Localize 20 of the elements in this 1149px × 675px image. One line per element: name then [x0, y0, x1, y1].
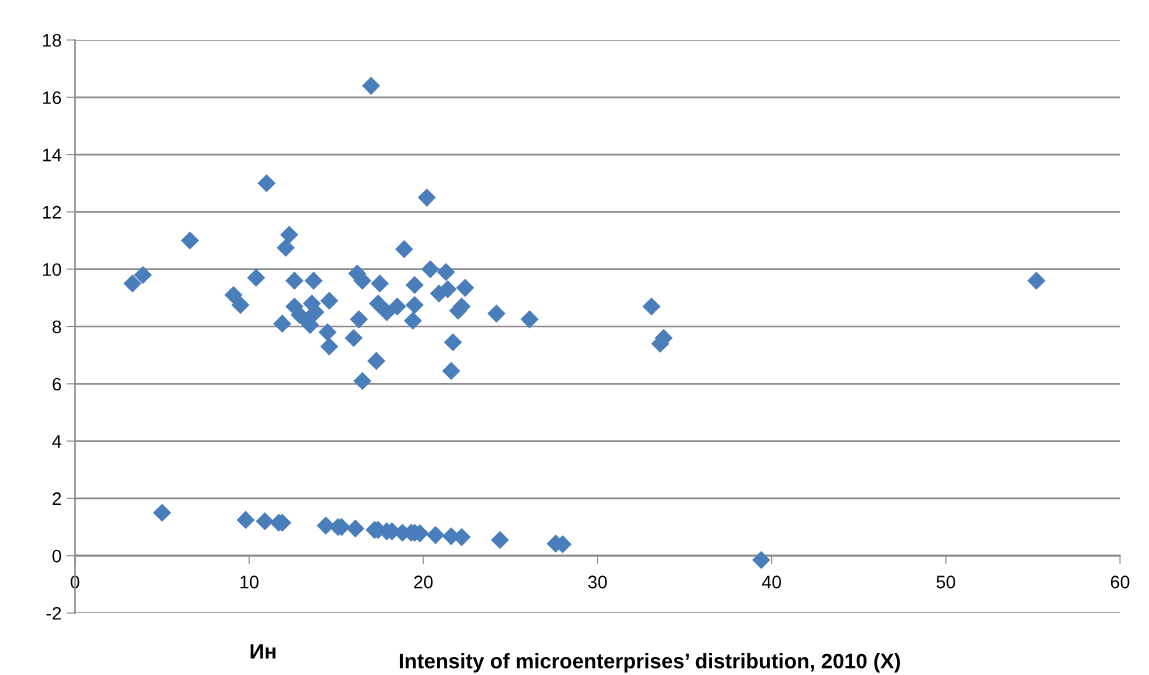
y-tick-label: -2	[46, 606, 61, 620]
y-tick-label: 6	[52, 377, 62, 391]
x-tick-label: 60	[1110, 575, 1130, 589]
y-tick-label: 12	[43, 205, 61, 219]
x-tick-label: 10	[240, 575, 259, 589]
y-tick-label: 18	[43, 33, 62, 47]
x-tick-label: 0	[70, 575, 80, 589]
x-tick-label: 50	[936, 575, 956, 589]
x-axis-title: Intensity of microenterprises’ distribution, 2010 (X)	[399, 653, 900, 673]
x-tick-label: 40	[762, 575, 781, 589]
x-tick-label: 20	[414, 575, 433, 589]
y-tick-label: 0	[52, 549, 62, 563]
x-tick-label: 30	[588, 575, 607, 589]
text: Ин	[250, 644, 276, 659]
y-tick-label: 10	[43, 263, 62, 276]
y-tick-label: 8	[52, 320, 62, 334]
y-tick-label: 2	[52, 492, 61, 505]
y-tick-label: 14	[43, 148, 62, 162]
y-tick-label: 4	[52, 435, 62, 448]
y-tick-label: 16	[43, 91, 62, 105]
